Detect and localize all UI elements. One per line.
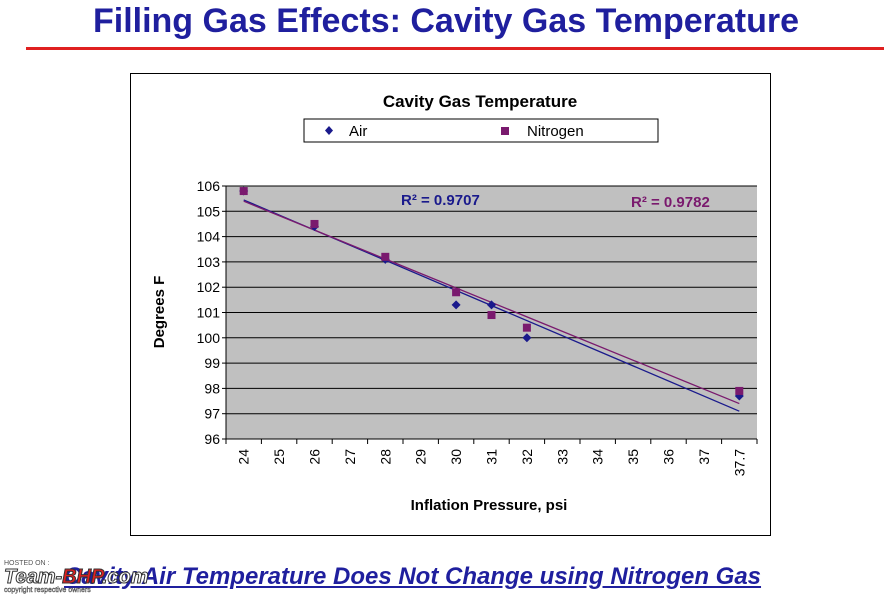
- y-tick-label: 98: [204, 380, 220, 396]
- watermark-logo-com: .com: [101, 566, 149, 589]
- point-nitrogen: [452, 288, 461, 297]
- footer-caption: Cavity Air Temperature Does Not Change u…: [64, 563, 762, 590]
- x-tick-label: 37: [696, 449, 712, 465]
- y-tick-label: 99: [204, 355, 220, 371]
- x-axis-title: Inflation Pressure, psi: [411, 497, 568, 514]
- x-tick-label: 32: [519, 449, 535, 465]
- y-tick-label: 105: [197, 203, 221, 219]
- point-air: [451, 300, 461, 310]
- x-tick-label: 26: [307, 449, 323, 465]
- y-tick-label: 101: [197, 305, 221, 321]
- chart-svg: Cavity Gas Temperature Air Nitrogen 96 97…: [151, 92, 758, 514]
- x-tick-label: 37.7: [731, 449, 747, 476]
- x-tick-label: 30: [448, 449, 464, 465]
- point-nitrogen: [239, 187, 248, 196]
- grid-layer: [226, 185, 757, 440]
- x-tick-label: 27: [342, 449, 358, 465]
- title-rule: [26, 47, 884, 50]
- y-tick-label: 102: [197, 279, 221, 295]
- point-air: [487, 300, 496, 310]
- watermark-logo-team: Team-: [3, 566, 63, 589]
- x-tick-label: 34: [590, 449, 606, 465]
- axis-layer: 96 97 98 99 100 101 102 103 104 105 106 24 25 26 27 28 2…: [197, 178, 758, 476]
- point-nitrogen: [310, 219, 319, 228]
- x-tick-label: 24: [236, 449, 252, 465]
- watermark-copyright: copyright respective owners: [4, 587, 91, 594]
- y-tick-label: 97: [204, 406, 220, 422]
- x-tick-label: 28: [377, 449, 393, 465]
- legend-air-label: Air: [349, 123, 367, 140]
- legend-air-marker: [325, 126, 333, 135]
- chart-title: Cavity Gas Temperature: [383, 92, 577, 111]
- x-tick-label: 33: [554, 449, 570, 465]
- x-tick-label: 35: [625, 449, 641, 465]
- r2-air-label: R² = 0.9707: [401, 192, 480, 209]
- y-tick-label: 104: [197, 229, 221, 245]
- y-tick-label: 96: [204, 431, 220, 447]
- x-tick-label: 29: [413, 449, 429, 465]
- x-tick-label: 25: [271, 449, 287, 465]
- watermark: HOSTED ON : Team-BHP.com copyright respe…: [3, 560, 194, 596]
- point-nitrogen: [487, 311, 496, 320]
- point-nitrogen: [381, 252, 390, 261]
- legend-nitrogen-label: Nitrogen: [527, 123, 584, 140]
- y-axis-title: Degrees F: [151, 276, 168, 349]
- y-tick-label: 100: [197, 330, 221, 346]
- legend-nitrogen-marker: [501, 127, 509, 135]
- legend-box: [303, 118, 659, 143]
- watermark-hosted: HOSTED ON :: [4, 560, 50, 567]
- x-tick-label: 36: [661, 449, 677, 465]
- chart-frame: Cavity Gas Temperature Air Nitrogen 96 97…: [130, 73, 771, 536]
- point-air: [522, 333, 532, 343]
- x-tick-label: 31: [484, 449, 500, 465]
- r2-nitrogen-label: R² = 0.9782: [631, 194, 710, 211]
- watermark-logo: Team-BHP.com: [3, 566, 149, 589]
- point-nitrogen: [735, 386, 744, 395]
- slide-title: Filling Gas Effects: Cavity Gas Temperat…: [92, 2, 800, 40]
- point-layer: [239, 186, 744, 401]
- y-tick-label: 103: [197, 254, 221, 270]
- point-nitrogen: [522, 323, 531, 332]
- watermark-logo-bhp: BHP: [62, 566, 103, 589]
- y-tick-label: 106: [197, 178, 221, 194]
